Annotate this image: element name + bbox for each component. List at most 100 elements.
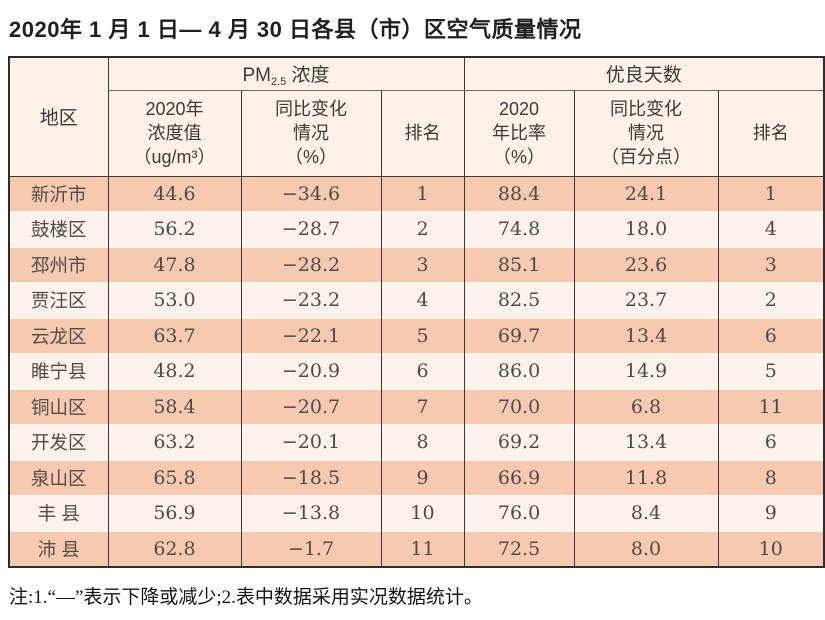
cell-days-ratio: 76.0 <box>463 495 575 531</box>
cell-pm-rank: 3 <box>380 246 465 283</box>
cell-pm-change: −18.5 <box>240 459 382 496</box>
cell-pm-value: 47.8 <box>107 246 242 283</box>
cell-pm-rank: 7 <box>380 388 465 425</box>
header-sub-row: 2020年 浓度值 （ug/m³） 同比变化 情况 （%） 排名 2020 年比… <box>9 90 825 177</box>
cell-pm-rank: 10 <box>380 495 465 531</box>
cell-days-change: 8.0 <box>573 530 719 567</box>
table-row: 沛 县 62.8 −1.7 11 72.5 8.0 10 <box>8 530 825 567</box>
table-row: 丰 县 56.9 −13.8 10 76.0 8.4 9 <box>8 495 825 531</box>
cell-pm-rank: 4 <box>380 282 465 318</box>
cell-pm-change: −20.9 <box>240 353 382 389</box>
cell-pm-value: 65.8 <box>107 459 242 496</box>
cell-pm-rank: 11 <box>380 530 465 567</box>
cell-pm-rank: 5 <box>380 317 465 354</box>
cell-region: 新沂市 <box>8 175 109 212</box>
cell-days-ratio: 66.9 <box>463 459 575 496</box>
table-row: 开发区 63.2 −20.1 8 69.2 13.4 6 <box>8 424 825 460</box>
cell-pm-rank: 2 <box>380 211 465 247</box>
cell-pm-rank: 8 <box>380 424 465 460</box>
header-days-change: 同比变化 情况 （百分点） <box>573 90 719 177</box>
header-pm-change: 同比变化 情况 （%） <box>240 90 382 177</box>
pm25-label-subscript: 2.5 <box>270 75 287 88</box>
cell-days-rank: 6 <box>717 317 825 354</box>
cell-days-rank: 9 <box>717 495 825 531</box>
cell-days-change: 6.8 <box>573 388 719 425</box>
header-days-rank: 排名 <box>717 90 825 177</box>
cell-region: 泉山区 <box>8 459 109 496</box>
cell-days-ratio: 82.5 <box>463 282 575 318</box>
cell-pm-value: 48.2 <box>107 353 242 389</box>
cell-pm-value: 62.8 <box>107 530 242 567</box>
table-header: 地区 PM2.5 浓度 优良天数 2020年 浓度值 （ug/m³） 同比变化 … <box>8 57 825 177</box>
cell-region: 邳州市 <box>8 246 109 283</box>
cell-days-ratio: 69.2 <box>463 424 575 460</box>
cell-pm-value: 56.9 <box>107 495 242 531</box>
header-pm-value: 2020年 浓度值 （ug/m³） <box>107 90 242 177</box>
air-quality-table: 地区 PM2.5 浓度 优良天数 2020年 浓度值 （ug/m³） 同比变化 … <box>8 56 825 568</box>
cell-days-ratio: 85.1 <box>463 246 575 283</box>
cell-pm-rank: 6 <box>380 353 465 389</box>
cell-days-change: 13.4 <box>573 424 719 460</box>
cell-region: 云龙区 <box>8 317 109 354</box>
cell-days-ratio: 86.0 <box>463 353 575 389</box>
page-title: 2020年 1 月 1 日— 4 月 30 日各县（市）区空气质量情况 <box>9 17 582 42</box>
cell-pm-value: 53.0 <box>107 282 242 318</box>
cell-days-rank: 2 <box>717 282 825 318</box>
header-good-days-group: 优良天数 <box>463 57 825 91</box>
cell-days-rank: 3 <box>717 246 825 283</box>
cell-pm-value: 44.6 <box>107 175 242 212</box>
table-row: 新沂市 44.6 −34.6 1 88.4 24.1 1 <box>8 175 825 212</box>
table-body: 新沂市 44.6 −34.6 1 88.4 24.1 1 鼓楼区 56.2 −2… <box>8 175 825 567</box>
table-row: 贾汪区 53.0 −23.2 4 82.5 23.7 2 <box>8 282 825 318</box>
table-row: 云龙区 63.7 −22.1 5 69.7 13.4 6 <box>8 317 825 354</box>
cell-days-ratio: 88.4 <box>463 175 575 212</box>
cell-days-rank: 6 <box>717 424 825 460</box>
header-pm-rank: 排名 <box>380 90 465 177</box>
cell-pm-change: −28.7 <box>240 211 382 247</box>
pm25-label-suffix: 浓度 <box>286 64 330 86</box>
cell-pm-rank: 9 <box>380 459 465 496</box>
cell-region: 睢宁县 <box>8 353 109 389</box>
cell-region: 贾汪区 <box>8 282 109 318</box>
cell-days-rank: 10 <box>717 530 825 567</box>
cell-pm-change: −1.7 <box>240 530 382 567</box>
cell-days-ratio: 74.8 <box>463 211 575 247</box>
cell-pm-value: 58.4 <box>107 388 242 425</box>
header-pm25-group: PM2.5 浓度 <box>107 57 465 91</box>
cell-pm-value: 56.2 <box>107 211 242 247</box>
cell-pm-value: 63.2 <box>107 424 242 460</box>
cell-pm-change: −28.2 <box>240 246 382 283</box>
cell-region: 开发区 <box>8 424 109 460</box>
header-group-row: 地区 PM2.5 浓度 优良天数 <box>8 57 825 177</box>
cell-days-ratio: 69.7 <box>463 317 575 354</box>
cell-pm-rank: 1 <box>380 175 465 212</box>
cell-region: 丰 县 <box>8 495 109 531</box>
cell-days-rank: 4 <box>717 211 825 247</box>
cell-pm-change: −23.2 <box>240 282 382 318</box>
cell-pm-change: −22.1 <box>240 317 382 354</box>
cell-pm-change: −13.8 <box>240 495 382 531</box>
cell-days-rank: 8 <box>717 459 825 496</box>
cell-days-change: 18.0 <box>573 211 719 247</box>
cell-pm-value: 63.7 <box>107 317 242 354</box>
pm25-label-main: PM <box>242 64 271 86</box>
cell-days-change: 13.4 <box>573 317 719 354</box>
table-row: 铜山区 58.4 −20.7 7 70.0 6.8 11 <box>8 388 825 425</box>
header-days-ratio: 2020 年比率 （%） <box>463 90 575 177</box>
cell-days-change: 14.9 <box>573 353 719 389</box>
cell-days-change: 23.6 <box>573 246 719 283</box>
cell-days-change: 24.1 <box>573 175 719 212</box>
cell-days-ratio: 72.5 <box>463 530 575 567</box>
table-row: 睢宁县 48.2 −20.9 6 86.0 14.9 5 <box>8 353 825 389</box>
table-row: 泉山区 65.8 −18.5 9 66.9 11.8 8 <box>8 459 825 496</box>
cell-days-ratio: 70.0 <box>463 388 575 425</box>
cell-days-rank: 11 <box>717 388 825 425</box>
cell-pm-change: −20.1 <box>240 424 382 460</box>
cell-pm-change: −34.6 <box>240 175 382 212</box>
cell-days-change: 11.8 <box>573 459 719 496</box>
cell-pm-change: −20.7 <box>240 388 382 425</box>
table-row: 邳州市 47.8 −28.2 3 85.1 23.6 3 <box>8 246 825 283</box>
cell-region: 鼓楼区 <box>8 211 109 247</box>
cell-days-rank: 5 <box>717 353 825 389</box>
